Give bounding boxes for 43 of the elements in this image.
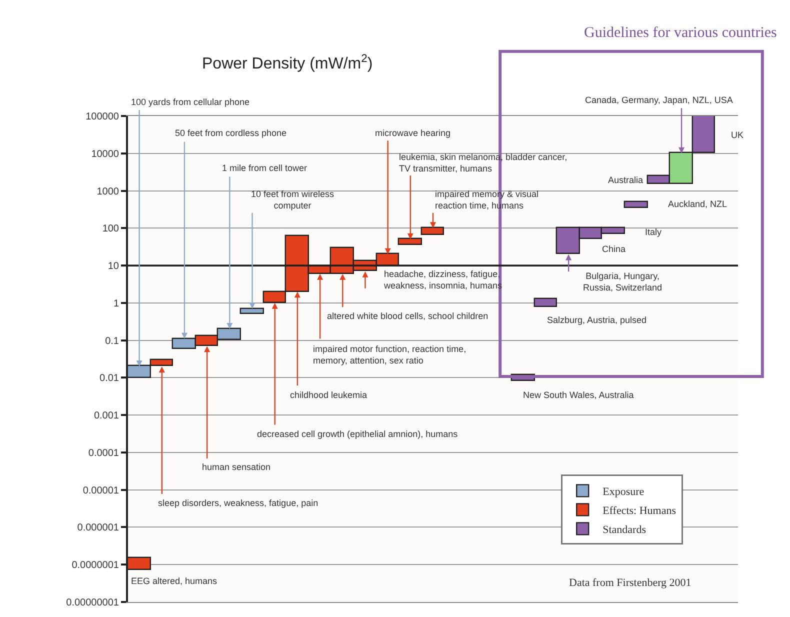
y-tick-label: 0.00001 [82, 485, 120, 496]
annotation: decreased cell growth (epithelial amnion), humans [257, 429, 458, 439]
y-axis-title: Power Density (mW/m$^{2}$) [202, 53, 373, 73]
y-tick-label: 0.00000001 [66, 598, 120, 608]
y-tick-label: 1000 [96, 186, 120, 198]
text: 100 yards from cellular phone [131, 97, 250, 107]
y-tick-label: 0.000001 [77, 522, 120, 534]
annotation: New South Wales, Australia [523, 390, 634, 400]
text: Guidelines for various countries [584, 25, 778, 41]
legend-label: Exposure [602, 486, 644, 498]
y-tick-label: 10 [108, 261, 120, 272]
annotation: Data from Firstenberg 2001 [569, 577, 692, 589]
bar [624, 200, 648, 208]
bar [534, 298, 557, 307]
annotation: sleep disorders, weakness, fatigue, pain [158, 498, 318, 508]
annotation: altered white blood cells, school children [327, 311, 488, 321]
annotation: childhood leukemia [290, 390, 368, 400]
y-tick-label: 100 [102, 224, 120, 235]
legend-label: Effects: Humans [602, 504, 676, 517]
legend-label: Standards [602, 524, 646, 536]
annotation: microwave hearing [375, 128, 451, 138]
y-tick-label: 1 [113, 298, 120, 310]
annotation: EEG altered, humans [131, 576, 218, 586]
y-tick-label: 0.0000001 [72, 560, 120, 572]
text: Canada, Germany, Japan, NZL, USA [585, 95, 733, 105]
y-tick-label: 0.001 [94, 410, 120, 422]
y-tick-label: 0.0001 [88, 448, 120, 459]
annotation: Italy [645, 227, 662, 237]
annotation: UK [731, 130, 744, 140]
annotation: 1 mile from cell tower [222, 163, 308, 173]
annotation: 50 feet from cordless phone [175, 128, 287, 138]
annotation: China [602, 244, 626, 254]
annotation: human sensation [202, 462, 271, 472]
annotation: Salzburg, Austria, pulsed [547, 315, 647, 325]
y-tick-label: 0.01 [100, 373, 120, 384]
annotation: 10 feet from wireless computer [251, 189, 335, 211]
annotation: Australia [608, 175, 644, 185]
annotation: impaired motor function, reaction time, memory, attention, sex ratio [313, 344, 466, 366]
annotation: Auckland, NZL [668, 199, 728, 209]
y-tick-label: 100000 [86, 112, 120, 122]
y-tick-label: 10000 [91, 148, 120, 160]
annotation: Bulgaria, Hungary, Russia, Switzerland [583, 271, 662, 293]
y-tick-label: 0.1 [105, 336, 120, 347]
